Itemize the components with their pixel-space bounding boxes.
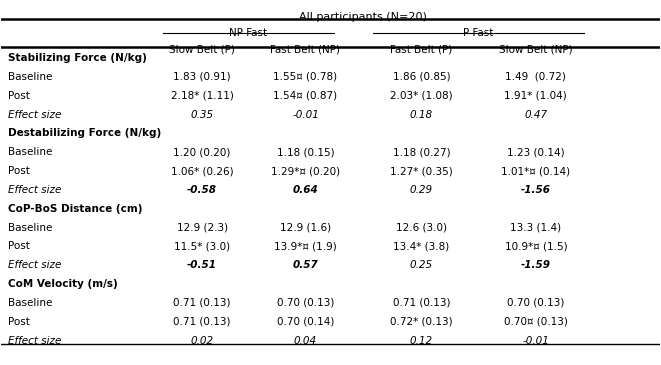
Text: 0.72* (0.13): 0.72* (0.13) [390, 317, 453, 327]
Text: 12.9 (2.3): 12.9 (2.3) [176, 223, 227, 233]
Text: 0.70¤ (0.13): 0.70¤ (0.13) [504, 317, 568, 327]
Text: 12.6 (3.0): 12.6 (3.0) [396, 223, 447, 233]
Text: Effect size: Effect size [8, 336, 61, 346]
Text: Effect size: Effect size [8, 110, 61, 120]
Text: Baseline: Baseline [8, 147, 52, 157]
Text: 0.02: 0.02 [190, 336, 214, 346]
Text: 2.03* (1.08): 2.03* (1.08) [390, 91, 453, 101]
Text: 0.57: 0.57 [293, 260, 319, 270]
Text: 13.4* (3.8): 13.4* (3.8) [393, 242, 449, 251]
Text: 1.49  (0.72): 1.49 (0.72) [506, 72, 566, 82]
Text: Slow Belt (NP): Slow Belt (NP) [499, 44, 572, 54]
Text: -0.51: -0.51 [187, 260, 217, 270]
Text: -0.58: -0.58 [187, 185, 217, 195]
Text: 0.71 (0.13): 0.71 (0.13) [173, 298, 231, 308]
Text: Effect size: Effect size [8, 185, 61, 195]
Text: 0.25: 0.25 [410, 260, 433, 270]
Text: Baseline: Baseline [8, 298, 52, 308]
Text: Destabilizing Force (N/kg): Destabilizing Force (N/kg) [8, 128, 161, 138]
Text: 0.04: 0.04 [294, 336, 317, 346]
Text: All participants (N=20): All participants (N=20) [299, 12, 428, 22]
Text: 0.29: 0.29 [410, 185, 433, 195]
Text: 0.70 (0.13): 0.70 (0.13) [277, 298, 334, 308]
Text: Fast Belt (NP): Fast Belt (NP) [270, 44, 340, 54]
Text: Baseline: Baseline [8, 72, 52, 82]
Text: 12.9 (1.6): 12.9 (1.6) [280, 223, 331, 233]
Text: 1.20 (0.20): 1.20 (0.20) [173, 147, 231, 157]
Text: -1.59: -1.59 [521, 260, 551, 270]
Text: 11.5* (3.0): 11.5* (3.0) [174, 242, 230, 251]
Text: 1.27* (0.35): 1.27* (0.35) [390, 166, 453, 176]
Text: 0.47: 0.47 [524, 110, 547, 120]
Text: Fast Belt (P): Fast Belt (P) [390, 44, 453, 54]
Text: 1.06* (0.26): 1.06* (0.26) [171, 166, 233, 176]
Text: 0.12: 0.12 [410, 336, 433, 346]
Text: 1.86 (0.85): 1.86 (0.85) [393, 72, 450, 82]
Text: 1.91* (1.04): 1.91* (1.04) [504, 91, 567, 101]
Text: Baseline: Baseline [8, 223, 52, 233]
Text: 1.18 (0.15): 1.18 (0.15) [277, 147, 334, 157]
Text: CoM Velocity (m/s): CoM Velocity (m/s) [8, 279, 118, 289]
Text: Post: Post [8, 91, 30, 101]
Text: 0.71 (0.13): 0.71 (0.13) [393, 298, 450, 308]
Text: 1.29*¤ (0.20): 1.29*¤ (0.20) [271, 166, 340, 176]
Text: Post: Post [8, 242, 30, 251]
Text: CoP-BoS Distance (cm): CoP-BoS Distance (cm) [8, 204, 143, 214]
Text: Post: Post [8, 317, 30, 327]
Text: 0.71 (0.13): 0.71 (0.13) [173, 317, 231, 327]
Text: Post: Post [8, 166, 30, 176]
Text: 10.9*¤ (1.5): 10.9*¤ (1.5) [504, 242, 567, 251]
Text: 0.70 (0.14): 0.70 (0.14) [277, 317, 334, 327]
Text: P Fast: P Fast [463, 28, 494, 38]
Text: Slow Belt (P): Slow Belt (P) [169, 44, 235, 54]
Text: 1.83 (0.91): 1.83 (0.91) [173, 72, 231, 82]
Text: 13.9*¤ (1.9): 13.9*¤ (1.9) [274, 242, 337, 251]
Text: 1.01*¤ (0.14): 1.01*¤ (0.14) [501, 166, 570, 176]
Text: Stabilizing Force (N/kg): Stabilizing Force (N/kg) [8, 53, 147, 63]
Text: 1.23 (0.14): 1.23 (0.14) [507, 147, 564, 157]
Text: 1.18 (0.27): 1.18 (0.27) [393, 147, 450, 157]
Text: Effect size: Effect size [8, 260, 61, 270]
Text: 0.64: 0.64 [293, 185, 319, 195]
Text: 2.18* (1.11): 2.18* (1.11) [171, 91, 233, 101]
Text: NP Fast: NP Fast [229, 28, 267, 38]
Text: 1.55¤ (0.78): 1.55¤ (0.78) [274, 72, 338, 82]
Text: 0.35: 0.35 [190, 110, 214, 120]
Text: 0.18: 0.18 [410, 110, 433, 120]
Text: -0.01: -0.01 [292, 110, 319, 120]
Text: 1.54¤ (0.87): 1.54¤ (0.87) [274, 91, 338, 101]
Text: 13.3 (1.4): 13.3 (1.4) [510, 223, 561, 233]
Text: 0.70 (0.13): 0.70 (0.13) [507, 298, 564, 308]
Text: -0.01: -0.01 [522, 336, 549, 346]
Text: -1.56: -1.56 [521, 185, 551, 195]
